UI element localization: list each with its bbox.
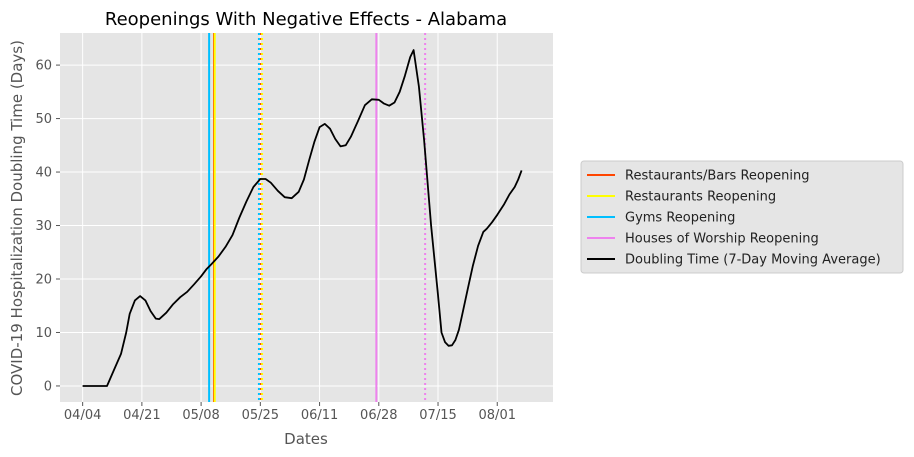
chart-title: Reopenings With Negative Effects - Alaba… <box>105 9 507 30</box>
y-tick-label: 50 <box>35 112 52 127</box>
reopening-lines <box>208 33 427 402</box>
x-tick-label: 04/04 <box>64 408 101 423</box>
x-tick-label: 05/08 <box>182 408 219 423</box>
legend-label-gyms-reopening: Gyms Reopening <box>625 211 735 226</box>
y-tick-label: 10 <box>35 326 52 341</box>
x-tick-label: 04/21 <box>123 408 160 423</box>
legend: Restaurants/Bars Reopening Restaurants Re… <box>580 160 904 274</box>
legend-label-houses-of-worship-reopening: Houses of Worship Reopening <box>625 232 819 247</box>
legend-box <box>580 160 904 274</box>
y-tick-label: 40 <box>35 166 52 181</box>
x-tick-label: 08/01 <box>479 408 516 423</box>
plot-area <box>60 33 553 402</box>
y-axis-label: COVID-19 Hospitalization Doubling Time (… <box>8 40 26 396</box>
doubling-time-line <box>82 49 523 387</box>
x-tick-label: 05/25 <box>242 408 279 423</box>
x-axis-label: Dates <box>284 430 328 448</box>
legend-label-restaurants-reopening: Restaurants Reopening <box>625 190 776 205</box>
x-tick-label: 06/11 <box>301 408 338 423</box>
x-axis-ticks: 04/04 04/21 05/08 05/25 06/11 06/28 07/15 08/01 <box>64 402 516 423</box>
legend-label-restaurants-bars-reopening: Restaurants/Bars Reopening <box>625 169 809 184</box>
y-tick-label: 0 <box>44 379 52 394</box>
legend-label-doubling-time-7-day-moving-average: Doubling Time (7-Day Moving Average) <box>625 253 881 268</box>
y-tick-label: 20 <box>35 273 52 288</box>
y-axis-ticks: 0 10 20 30 40 50 60 <box>35 59 60 394</box>
x-tick-label: 07/15 <box>419 408 456 423</box>
y-tick-label: 30 <box>35 219 52 234</box>
legend-items: Restaurants/Bars Reopening Restaurants Re… <box>587 169 881 268</box>
x-tick-label: 06/28 <box>360 408 397 423</box>
y-tick-label: 60 <box>35 59 52 74</box>
